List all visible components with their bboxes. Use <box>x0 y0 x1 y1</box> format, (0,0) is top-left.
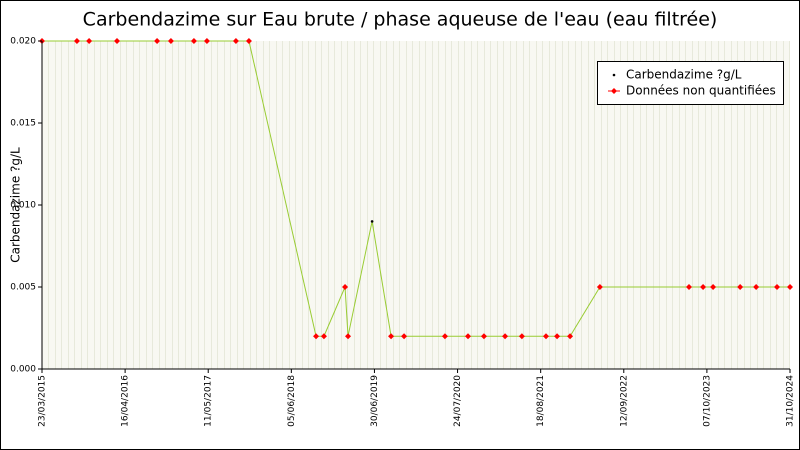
point-non-quantified <box>518 333 525 340</box>
y-tick-label: 0.020 <box>10 37 36 47</box>
point-non-quantified <box>86 38 93 44</box>
legend-box <box>597 61 784 105</box>
x-tick-label: 16/04/2016 <box>121 375 131 427</box>
x-tick-label: 05/06/2018 <box>287 375 297 427</box>
x-tick-label: 18/08/2021 <box>536 375 546 427</box>
point-non-quantified <box>401 333 408 340</box>
point-non-quantified <box>190 38 197 44</box>
point-non-quantified <box>685 284 692 290</box>
y-axis-label: Carbendazime ?g/L <box>9 147 23 263</box>
point-non-quantified <box>737 284 744 290</box>
point-non-quantified <box>567 333 574 340</box>
y-tick-label: 0.010 <box>10 201 36 211</box>
point <box>370 220 374 223</box>
point-non-quantified <box>596 284 603 290</box>
point-non-quantified <box>554 333 561 340</box>
x-tick-label: 11/05/2017 <box>204 375 214 427</box>
point-non-quantified <box>203 38 210 44</box>
y-tick-label: 0.005 <box>10 283 36 293</box>
x-tick-label: 23/03/2015 <box>38 375 48 427</box>
point-non-quantified <box>753 284 760 290</box>
point-non-quantified <box>320 333 327 340</box>
point-non-quantified <box>787 284 793 290</box>
legend-marker <box>612 73 616 77</box>
x-tick-label: 31/10/2024 <box>786 375 796 427</box>
point-non-quantified <box>441 333 448 340</box>
point-non-quantified <box>388 333 395 340</box>
x-tick-label: 24/07/2020 <box>453 375 463 427</box>
point-non-quantified <box>154 38 161 44</box>
legend: Carbendazime ?g/L Données non quantifiées <box>597 61 784 105</box>
point-non-quantified <box>342 284 349 290</box>
point-non-quantified <box>710 284 717 290</box>
point-non-quantified <box>464 333 471 340</box>
point-non-quantified <box>313 333 320 340</box>
point-non-quantified <box>245 38 252 44</box>
point-non-quantified <box>774 284 781 290</box>
y-tick-label: 0.000 <box>10 365 36 375</box>
point-non-quantified <box>345 333 352 340</box>
x-tick-label: 07/10/2023 <box>702 375 712 427</box>
point-non-quantified <box>480 333 487 340</box>
x-tick-label: 12/09/2022 <box>619 375 629 427</box>
legend-label: Carbendazime ?g/L <box>626 68 742 82</box>
chart-title: Carbendazime sur Eau brute / phase aqueu… <box>83 9 718 31</box>
point-non-quantified <box>167 38 174 44</box>
point-non-quantified <box>114 38 121 44</box>
y-tick-label: 0.015 <box>10 119 36 129</box>
point-non-quantified <box>502 333 509 340</box>
point-non-quantified <box>232 38 239 44</box>
point-non-quantified <box>73 38 80 44</box>
point-non-quantified <box>542 333 549 340</box>
legend-label: Données non quantifiées <box>626 84 776 98</box>
legend-marker <box>611 88 617 94</box>
point-non-quantified <box>700 284 707 290</box>
x-tick-label: 30/06/2019 <box>370 375 380 427</box>
